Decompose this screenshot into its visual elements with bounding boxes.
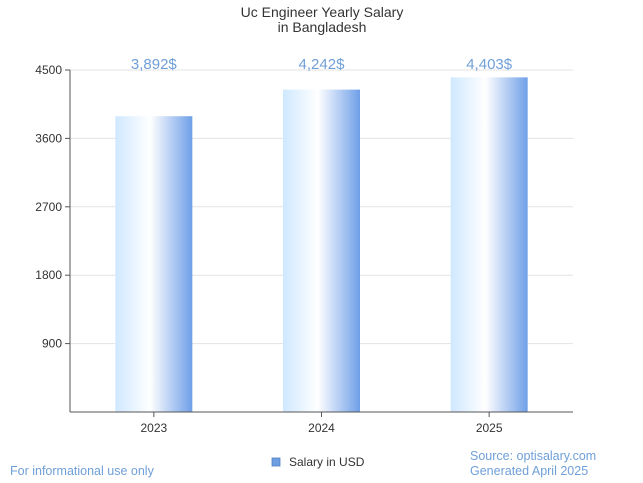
y-tick-label: 4500 xyxy=(35,63,62,77)
axes xyxy=(65,69,573,417)
legend-swatch xyxy=(271,457,281,467)
bar-2025[interactable] xyxy=(450,77,528,412)
y-tick-label: 900 xyxy=(42,337,62,351)
footer-left-note: For informational use only xyxy=(10,464,155,478)
value-label-2025: 4,403$ xyxy=(466,56,513,73)
value-label-2023: 3,892$ xyxy=(131,56,178,73)
x-tick-label-2023: 2023 xyxy=(140,421,167,435)
x-tick-label-2024: 2024 xyxy=(308,421,335,435)
y-tick-label: 3600 xyxy=(35,131,62,145)
y-tick-label: 2700 xyxy=(35,200,62,214)
chart-title-line-2: in Bangladesh xyxy=(278,19,367,35)
y-tick-label: 1800 xyxy=(35,268,62,282)
bars xyxy=(115,77,528,412)
legend[interactable]: Salary in USD xyxy=(271,455,365,469)
footer-source[interactable]: Source: optisalary.com xyxy=(470,449,596,463)
chart-title-line-1: Uc Engineer Yearly Salary xyxy=(241,4,404,20)
footer-generated: Generated April 2025 xyxy=(470,464,588,478)
x-tick-label-2025: 2025 xyxy=(476,421,503,435)
labels: 900 1800 2700 3600 4500 2023 3,892$ 2024 4,242$ 2… xyxy=(35,56,512,435)
bar-2023[interactable] xyxy=(115,116,193,412)
legend-label: Salary in USD xyxy=(289,455,365,469)
value-label-2024: 4,242$ xyxy=(299,56,346,73)
bar-2024[interactable] xyxy=(283,89,360,412)
